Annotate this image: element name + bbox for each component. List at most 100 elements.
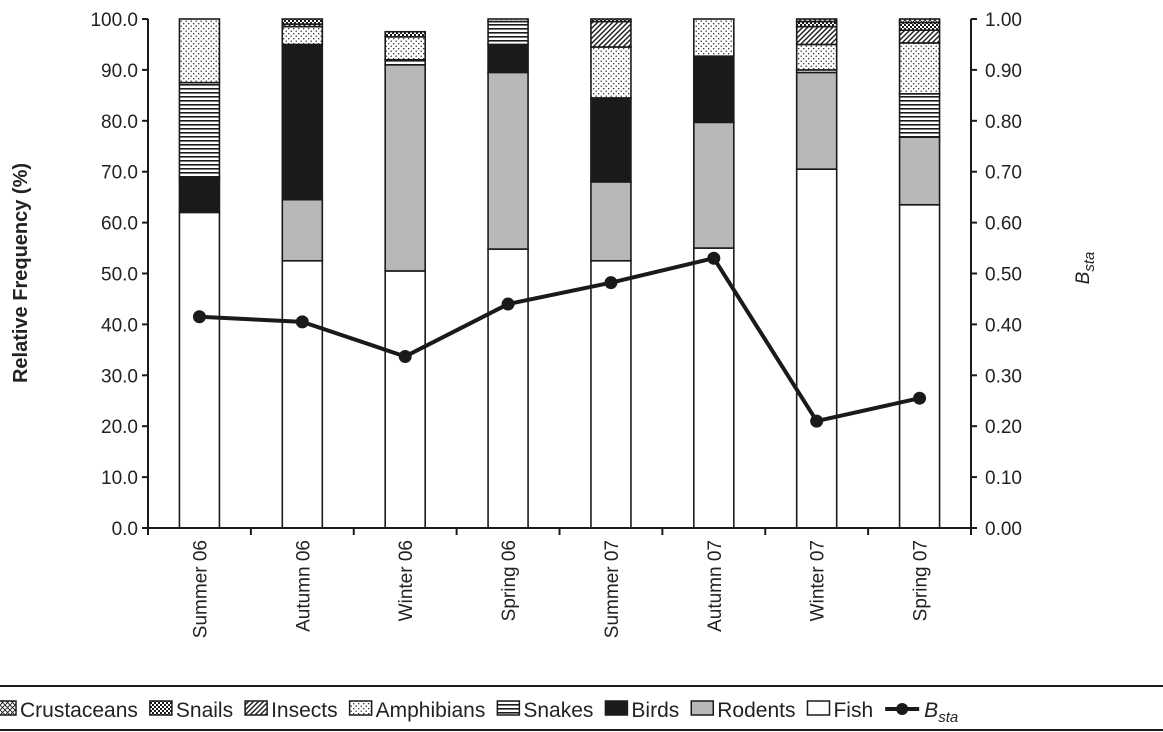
x-tick-label: Summer 07 <box>602 540 623 638</box>
bsta-point-winter-07 <box>810 414 824 428</box>
bar-segment-insects-winter-07 <box>795 25 838 46</box>
y2-tick-label: 0.80 <box>985 112 1022 133</box>
bsta-line <box>199 256 920 424</box>
legend-swatch-snakes <box>496 700 521 716</box>
y2-tick-label: 0.60 <box>985 214 1022 235</box>
y-axis-title: Relative Frequency (%) <box>10 163 32 383</box>
legend: Crustaceans Snails Insects Amphibians Snakes… <box>0 699 958 726</box>
bar-segment-birds-summer-07 <box>590 97 632 183</box>
bsta-point-spring-06 <box>501 297 515 311</box>
bar-segment-amphibians-autumn-07 <box>693 18 735 57</box>
bsta-line-layer <box>192 251 927 428</box>
y-tick-label: 20.0 <box>101 417 138 438</box>
bsta-point-winter-06 <box>398 349 412 363</box>
y2-tick-label: 0.00 <box>985 519 1022 540</box>
bar-segment-snails-summer-07 <box>590 18 632 23</box>
left-y-ticks: 0.0 10.0 20.0 30.0 40.0 50.0 60.0 70.0 80.0 90.0 1… <box>90 10 148 540</box>
y2-tick-label: 0.20 <box>985 417 1022 438</box>
y-tick-label: 10.0 <box>101 468 138 489</box>
bar-segment-snakes-spring-06 <box>487 20 529 46</box>
y2-axis-title: Bsta <box>1073 252 1098 285</box>
legend-label-bsta-base: B <box>924 699 938 722</box>
legend-swatch-snails <box>149 700 173 716</box>
bar-segment-rodents-winter-07 <box>795 71 838 170</box>
bar-segment-snails-spring-07 <box>898 21 941 31</box>
x-tick-label: Spring 07 <box>911 540 932 621</box>
y-tick-label: 70.0 <box>101 163 138 184</box>
legend-swatch-crustaceans <box>0 700 17 716</box>
bar-segment-rodents-spring-07 <box>898 136 941 206</box>
bar-segment-birds-autumn-07 <box>693 55 735 124</box>
y2-tick-label: 0.50 <box>985 265 1022 286</box>
y-tick-label: 50.0 <box>101 265 138 286</box>
legend-label-bsta: Bsta <box>924 699 958 726</box>
axes-layer <box>147 19 972 529</box>
right-y-ticks: 0.00 0.10 0.20 0.30 0.40 0.50 0.60 0.70 0.80 0.90… <box>971 10 1022 540</box>
y2-tick-label: 0.10 <box>985 468 1022 489</box>
legend-swatch-rodents <box>690 700 715 716</box>
y-tick-label: 60.0 <box>101 214 138 235</box>
y-tick-label: 100.0 <box>90 10 138 31</box>
bar-segment-fish-winter-06 <box>384 270 426 529</box>
bar-segment-fish-autumn-06 <box>281 259 324 529</box>
x-tick-label: Winter 07 <box>808 540 829 621</box>
legend-label-bsta-sub: sta <box>938 709 958 726</box>
bsta-point-autumn-06 <box>295 315 309 329</box>
y2-tick-label: 1.00 <box>985 10 1022 31</box>
legend-swatch-amphibians <box>348 700 373 716</box>
bar-segment-amphibians-autumn-06 <box>281 25 324 46</box>
bar-segment-fish-summer-07 <box>590 259 632 529</box>
bar-segment-amphibians-winter-07 <box>795 43 838 71</box>
legend-label-crustaceans: Crustaceans <box>20 699 138 722</box>
bar-segment-rodents-autumn-06 <box>281 198 324 262</box>
x-ticks: Summer 06 Autumn 06 Winter 06 Spring 06 Summ… <box>147 528 972 638</box>
y-tick-label: 80.0 <box>101 112 138 133</box>
bar-segment-crustaceans-spring-07 <box>898 18 941 24</box>
bar-segment-birds-spring-06 <box>487 43 529 74</box>
bar-segment-fish-autumn-07 <box>693 247 735 529</box>
x-tick-label: Spring 06 <box>499 540 520 621</box>
bar-segment-crustaceans-winter-07 <box>795 18 838 23</box>
bar-segment-fish-summer-06 <box>178 211 221 529</box>
legend-label-snakes: Snakes <box>523 699 593 722</box>
bar-segment-snakes-summer-06 <box>178 81 221 178</box>
y2-axis-title-base: B <box>1073 271 1094 284</box>
bsta-point-spring-07 <box>913 391 927 405</box>
legend-swatch-insects <box>244 700 268 716</box>
bar-segment-birds-summer-06 <box>178 175 221 214</box>
bar-segment-fish-spring-06 <box>487 248 529 529</box>
bar-segment-rodents-autumn-07 <box>693 121 735 249</box>
legend-swatch-fish <box>806 700 831 716</box>
bar-segment-rodents-spring-06 <box>487 71 529 250</box>
y-tick-label: 90.0 <box>101 61 138 82</box>
y-tick-label: 30.0 <box>101 366 138 387</box>
bar-segment-fish-winter-07 <box>795 168 838 529</box>
y2-tick-label: 0.90 <box>985 61 1022 82</box>
x-tick-label: Autumn 06 <box>293 540 314 632</box>
bsta-point-summer-07 <box>604 276 618 290</box>
legend-label-fish: Fish <box>833 699 873 722</box>
bar-segment-amphibians-winter-06 <box>384 36 426 61</box>
y2-tick-label: 0.40 <box>985 315 1022 336</box>
x-tick-label: Winter 06 <box>396 540 417 621</box>
bsta-point-autumn-07 <box>707 251 721 265</box>
y-tick-label: 40.0 <box>101 315 138 336</box>
y2-tick-label: 0.30 <box>985 366 1022 387</box>
y2-axis-title-sub: sta <box>1081 252 1098 272</box>
legend-label-birds: Birds <box>631 699 679 722</box>
bar-segment-rodents-summer-07 <box>590 181 632 262</box>
bar-segment-birds-autumn-06 <box>281 43 324 201</box>
bar-segment-snails-winter-06 <box>384 30 426 38</box>
bar-segment-amphibians-summer-07 <box>590 46 632 99</box>
bar-segment-insects-summer-07 <box>590 20 632 48</box>
legend-label-snails: Snails <box>176 699 233 722</box>
legend-swatch-birds <box>604 700 629 716</box>
bars-layer <box>178 18 941 529</box>
legend-label-rodents: Rodents <box>717 699 795 722</box>
x-tick-label: Summer 06 <box>190 540 211 638</box>
bar-segment-fish-spring-07 <box>898 203 941 529</box>
y2-tick-label: 0.70 <box>985 163 1022 184</box>
x-tick-label: Autumn 07 <box>705 540 726 632</box>
y-tick-label: 0.0 <box>112 519 138 540</box>
